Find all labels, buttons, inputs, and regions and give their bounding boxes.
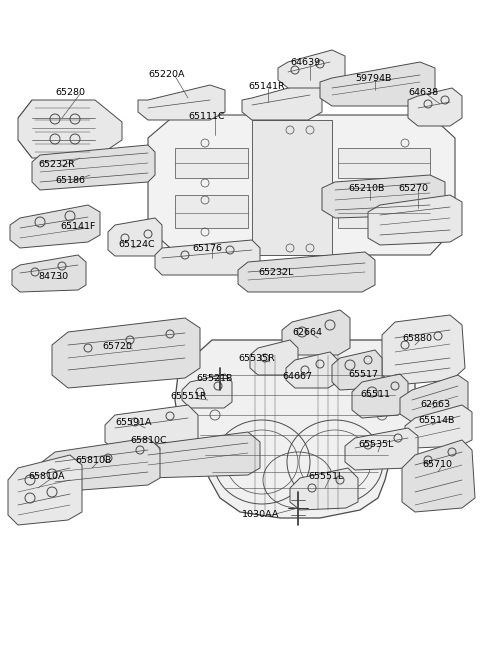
Polygon shape [42, 438, 160, 492]
Text: 65720: 65720 [102, 342, 132, 351]
Polygon shape [282, 310, 350, 355]
Text: 64638: 64638 [408, 88, 438, 97]
Polygon shape [345, 428, 418, 470]
Polygon shape [182, 374, 232, 408]
Polygon shape [32, 145, 155, 190]
Text: 65141R: 65141R [248, 82, 285, 91]
Text: 59794B: 59794B [355, 74, 391, 83]
Text: 62663: 62663 [420, 400, 450, 409]
Polygon shape [8, 455, 82, 525]
Text: 62664: 62664 [292, 328, 322, 337]
Polygon shape [382, 315, 465, 385]
Text: 65591A: 65591A [115, 418, 152, 427]
Polygon shape [138, 432, 260, 478]
Text: 65514B: 65514B [418, 416, 455, 425]
Polygon shape [408, 88, 462, 126]
Text: 65710: 65710 [422, 460, 452, 469]
Polygon shape [148, 115, 455, 255]
Polygon shape [338, 195, 430, 228]
Polygon shape [175, 195, 248, 228]
Text: 65220A: 65220A [148, 70, 184, 79]
Polygon shape [12, 255, 86, 292]
Text: 65270: 65270 [398, 184, 428, 193]
Polygon shape [18, 100, 122, 158]
Polygon shape [405, 405, 472, 448]
Polygon shape [108, 218, 162, 256]
Polygon shape [278, 50, 345, 88]
Text: 64639: 64639 [290, 58, 320, 67]
Polygon shape [332, 350, 382, 390]
Text: 65186: 65186 [55, 176, 85, 185]
Polygon shape [402, 440, 475, 512]
Polygon shape [322, 175, 445, 218]
Text: 84730: 84730 [38, 272, 68, 281]
Text: 65232R: 65232R [38, 160, 75, 169]
Text: 65210B: 65210B [348, 184, 384, 193]
Polygon shape [286, 352, 338, 388]
Text: 65535L: 65535L [358, 440, 394, 449]
Text: 64667: 64667 [282, 372, 312, 381]
Text: 65111C: 65111C [188, 112, 225, 121]
Text: 65880: 65880 [402, 334, 432, 343]
Polygon shape [52, 318, 200, 388]
Polygon shape [290, 468, 358, 510]
Polygon shape [252, 120, 332, 255]
Polygon shape [352, 374, 408, 418]
Text: 65176: 65176 [192, 244, 222, 253]
Text: 65517: 65517 [348, 370, 378, 379]
Text: 65810C: 65810C [130, 436, 167, 445]
Text: 65141F: 65141F [60, 222, 96, 231]
Text: 65535R: 65535R [238, 354, 275, 363]
Polygon shape [320, 62, 435, 106]
Polygon shape [400, 375, 468, 422]
Polygon shape [238, 252, 375, 292]
Polygon shape [105, 405, 198, 450]
Text: 65810A: 65810A [28, 472, 64, 481]
Text: 65124C: 65124C [118, 240, 155, 249]
Polygon shape [368, 195, 462, 245]
Polygon shape [155, 240, 260, 275]
Text: 65810B: 65810B [75, 456, 111, 465]
Polygon shape [138, 85, 225, 120]
Polygon shape [175, 340, 415, 518]
Text: 65232L: 65232L [258, 268, 293, 277]
Polygon shape [250, 340, 298, 375]
Polygon shape [242, 82, 322, 120]
Text: 65551L: 65551L [308, 472, 343, 481]
Polygon shape [175, 148, 248, 178]
Polygon shape [338, 148, 430, 178]
Text: 1030AA: 1030AA [242, 510, 279, 519]
Text: 65551R: 65551R [170, 392, 206, 401]
Text: 65280: 65280 [55, 88, 85, 97]
Polygon shape [10, 205, 100, 248]
Text: 65511: 65511 [360, 390, 390, 399]
Text: 65521B: 65521B [196, 374, 232, 383]
